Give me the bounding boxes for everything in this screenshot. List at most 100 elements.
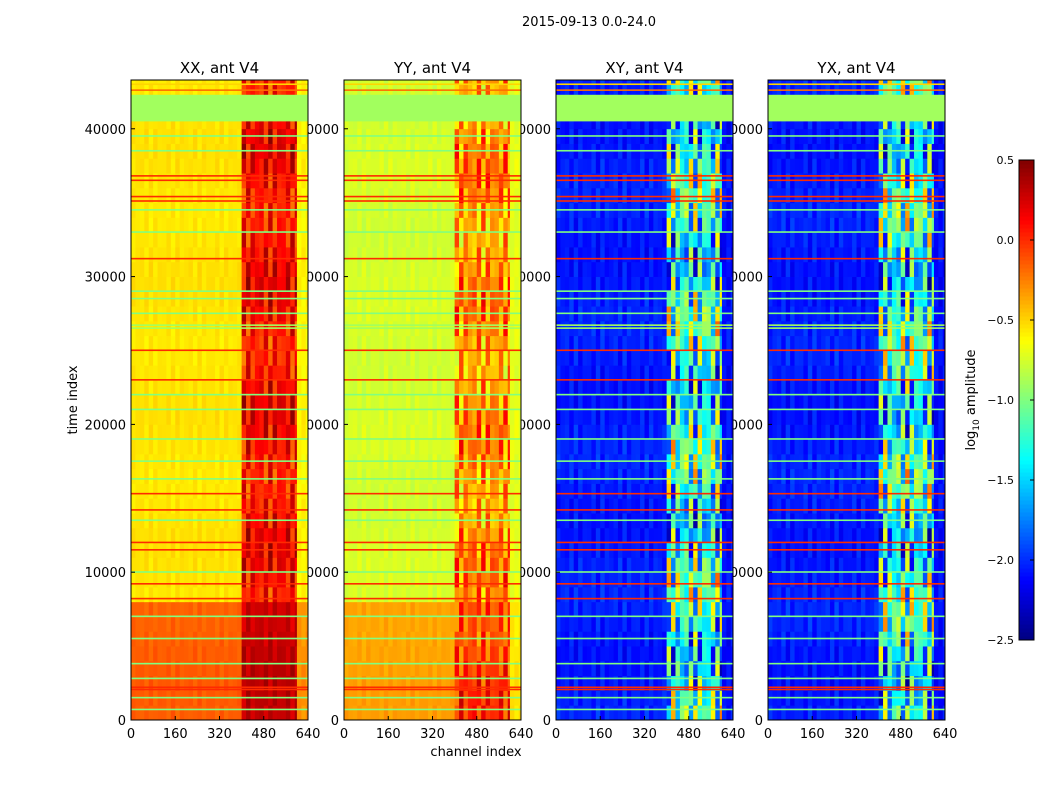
- heatmap-cell: [410, 557, 416, 573]
- heatmap-cell: [219, 646, 225, 662]
- heatmap-cell: [161, 586, 167, 603]
- heatmap-cell: [419, 483, 425, 499]
- heatmap-cell: [344, 217, 349, 233]
- heatmap-cell: [569, 483, 575, 499]
- heatmap-cell: [285, 261, 291, 277]
- heatmap-cell: [179, 232, 185, 248]
- heatmap-cell: [693, 572, 698, 588]
- heatmap-cell: [219, 660, 225, 677]
- heatmap-cell: [206, 276, 212, 292]
- heatmap-cell: [254, 601, 260, 617]
- heatmap-cell: [232, 705, 238, 721]
- flagged-line: [131, 637, 308, 640]
- heatmap-cell: [192, 394, 198, 411]
- heatmap-cell: [419, 158, 425, 174]
- heatmap-cell: [450, 217, 456, 233]
- heatmap-cell: [481, 247, 486, 263]
- heatmap-cell: [161, 380, 167, 396]
- heatmap-cell: [569, 232, 575, 248]
- heatmap-cell: [281, 158, 287, 174]
- heatmap-cell: [250, 646, 256, 662]
- heatmap-cell: [153, 113, 158, 130]
- heatmap-cell: [518, 365, 522, 381]
- heatmap-cell: [476, 158, 482, 174]
- flagged-line: [131, 583, 308, 585]
- heatmap-cell: [197, 380, 203, 396]
- heatmap-cell: [296, 660, 302, 677]
- heatmap-cell: [490, 646, 495, 662]
- heatmap-cell: [414, 217, 420, 233]
- heatmap-cell: [463, 498, 469, 514]
- heatmap-cell: [710, 601, 716, 617]
- heatmap-cell: [192, 439, 198, 455]
- heatmap-cell: [578, 380, 583, 396]
- heatmap-cell: [414, 394, 420, 411]
- heatmap-cell: [277, 84, 282, 100]
- heatmap-cell: [675, 586, 681, 603]
- heatmap-cell: [410, 365, 416, 381]
- heatmap-cell: [640, 601, 645, 617]
- heatmap-cell: [445, 247, 451, 263]
- heatmap-cell: [626, 705, 632, 721]
- heatmap-cell: [201, 217, 207, 233]
- heatmap-cell: [564, 232, 570, 248]
- heatmap-cell: [392, 409, 398, 425]
- heatmap-cell: [498, 586, 504, 603]
- heatmap-cell: [348, 409, 354, 425]
- heatmap-cell: [631, 158, 637, 174]
- heatmap-cell: [622, 705, 628, 721]
- heatmap-cell: [617, 394, 623, 411]
- heatmap-cell: [609, 646, 614, 662]
- heatmap-cell: [604, 483, 610, 499]
- heatmap-cell: [401, 276, 407, 292]
- heatmap-cell: [254, 660, 260, 677]
- heatmap-cell: [626, 483, 632, 499]
- heatmap-cell: [423, 439, 429, 455]
- heatmap-cell: [702, 675, 707, 691]
- heatmap-cell: [609, 394, 614, 411]
- heatmap-cell: [197, 158, 203, 174]
- heatmap-cell: [626, 217, 632, 233]
- heatmap-cell: [472, 113, 478, 130]
- heatmap-cell: [509, 158, 515, 174]
- heatmap-cell: [144, 113, 150, 130]
- heatmap-cell: [170, 705, 176, 721]
- heatmap-cell: [383, 557, 389, 573]
- heatmap-cell: [166, 586, 172, 603]
- heatmap-cell: [153, 646, 158, 662]
- heatmap-cell: [459, 365, 464, 381]
- heatmap-cell: [560, 616, 566, 632]
- heatmap-cell: [357, 705, 363, 721]
- heatmap-cell: [604, 557, 610, 573]
- heatmap-cell: [445, 217, 451, 233]
- heatmap-cell: [259, 247, 265, 263]
- heatmap-cell: [503, 394, 509, 411]
- heatmap-cell: [153, 217, 158, 233]
- heatmap-cell: [170, 483, 176, 499]
- heatmap-cell: [450, 335, 456, 351]
- heatmap-cell: [609, 350, 614, 366]
- heatmap-cell: [197, 498, 203, 514]
- heatmap-cell: [640, 498, 645, 514]
- heatmap-cell: [613, 557, 619, 573]
- heatmap-cell: [215, 483, 220, 499]
- heatmap-cell: [290, 527, 296, 544]
- heatmap-cell: [472, 409, 478, 425]
- heatmap-cell: [436, 350, 442, 366]
- heatmap-cell: [476, 705, 482, 721]
- heatmap-cell: [228, 365, 234, 381]
- flagged-line: [131, 195, 308, 198]
- heatmap-cell: [604, 409, 610, 425]
- heatmap-cell: [223, 394, 229, 411]
- heatmap-cell: [148, 601, 154, 617]
- heatmap-cell: [144, 439, 150, 455]
- heatmap-cell: [383, 394, 389, 411]
- heatmap-cell: [296, 247, 302, 263]
- heatmap-cell: [383, 483, 389, 499]
- heatmap-cell: [414, 557, 420, 573]
- heatmap-cell: [564, 705, 570, 721]
- heatmap-cell: [507, 601, 511, 617]
- heatmap-cell: [564, 350, 570, 366]
- heatmap-cell: [374, 483, 380, 499]
- heatmap-cell: [305, 187, 309, 204]
